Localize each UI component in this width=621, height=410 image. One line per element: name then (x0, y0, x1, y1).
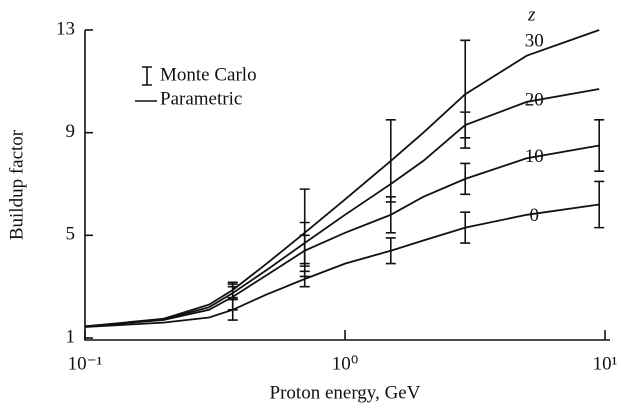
error-bar (594, 119, 605, 172)
x-tick-label: 10⁰ (332, 353, 359, 374)
y-axis-label: Buildup factor (6, 129, 27, 240)
x-axis-label: Proton energy, GeV (270, 382, 421, 403)
curve (84, 29, 600, 328)
curve-label: 0 (529, 205, 539, 226)
error-bar (385, 119, 396, 203)
error-bar (385, 237, 396, 265)
curve (84, 144, 600, 328)
error-bar (460, 111, 471, 139)
curve (84, 88, 600, 328)
y-tick-label: 9 (66, 121, 76, 142)
curve-label: 20 (525, 89, 544, 110)
error-bar (460, 162, 471, 196)
curve-label: 30 (525, 30, 544, 51)
error-bar (385, 196, 396, 234)
y-tick-label: 5 (66, 224, 76, 245)
curve (84, 203, 600, 328)
legend-title: z (527, 4, 536, 25)
legend-label: Parametric (160, 88, 242, 109)
error-bar (299, 234, 310, 267)
error-bar (227, 298, 238, 321)
legend-label: Monte Carlo (160, 64, 257, 85)
legend-error-icon (142, 66, 152, 86)
error-bar (299, 270, 310, 288)
error-bar (594, 180, 605, 229)
error-bar (460, 211, 471, 244)
y-tick-label: 1 (66, 326, 76, 347)
curve-label: 10 (525, 146, 544, 167)
x-tick-label: 10⁻¹ (68, 353, 103, 374)
y-tick-label: 13 (56, 18, 75, 39)
x-tick-label: 10¹ (593, 353, 618, 374)
